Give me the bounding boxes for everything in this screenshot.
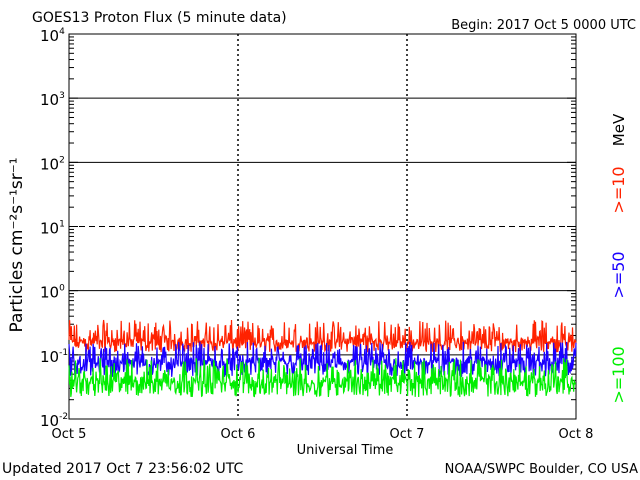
- y-tick-label: 100: [40, 284, 65, 302]
- x-axis-label: Universal Time: [297, 443, 394, 458]
- legend-entry: >=100: [609, 346, 628, 403]
- y-axis-label: Particles cm⁻²s⁻¹sr⁻¹: [7, 157, 27, 332]
- begin-time-label: Begin: 2017 Oct 5 0000 UTC: [451, 18, 636, 33]
- legend-entry: >=10: [609, 166, 628, 213]
- chart-title: GOES13 Proton Flux (5 minute data): [32, 10, 287, 26]
- credit-label: NOAA/SWPC Boulder, CO USA: [445, 462, 638, 477]
- series-line: [68, 341, 577, 378]
- x-tick-label: Oct 7: [390, 427, 425, 442]
- series-lines: [68, 319, 577, 398]
- series-legend: >=10 >=50 >=100: [609, 166, 628, 403]
- threshold-lines: [69, 97, 576, 356]
- x-tick-label: Oct 8: [559, 427, 594, 442]
- updated-label: Updated 2017 Oct 7 23:56:02 UTC: [2, 461, 243, 477]
- series-line: [68, 357, 576, 398]
- legend-entry: >=50: [609, 251, 628, 298]
- y-tick-label: 101: [40, 220, 65, 238]
- y-tick-label: 10-1: [40, 348, 68, 366]
- series-line: [68, 319, 577, 353]
- y-tick-label: 10-2: [40, 412, 68, 430]
- x-tick-label: Oct 5: [52, 427, 87, 442]
- x-tick-label: Oct 6: [221, 427, 256, 442]
- y-tick-label: 103: [40, 91, 65, 109]
- y-tick-label: 104: [40, 27, 65, 45]
- y-tick-label: 102: [40, 155, 65, 173]
- unit-label: MeV: [610, 113, 628, 146]
- x-tick-labels: Oct 5 Oct 6 Oct 7 Oct 8: [52, 427, 594, 442]
- y-tick-labels: 10-2 10-1 100 101 102 103 104: [40, 27, 68, 430]
